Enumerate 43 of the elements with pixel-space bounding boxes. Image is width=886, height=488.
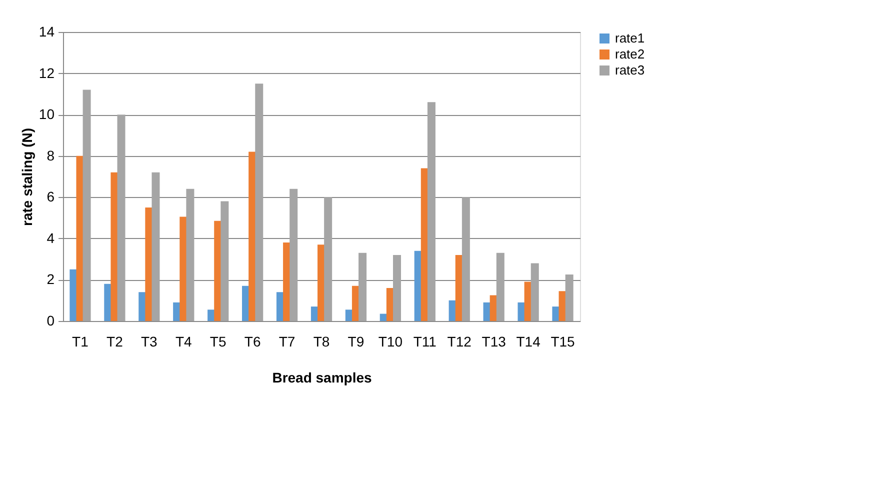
y-tick-label: 6 [46,188,55,205]
x-tick-label: T12 [447,334,472,350]
x-tick-label: T2 [106,334,124,350]
bar [220,201,229,321]
bar [565,274,574,321]
y-tick-label: 4 [46,230,55,246]
bar [427,102,436,321]
x-tick-label: T14 [516,334,541,350]
x-tick-label: T11 [413,334,437,350]
y-tick-label: 10 [38,106,55,122]
y-axis-title: rate staling (N) [18,128,35,226]
legend-label: rate3 [615,62,645,78]
x-tick-label: T4 [175,334,192,350]
bar [393,254,401,321]
x-tick-label: T13 [482,334,506,350]
bar [255,84,264,321]
x-tick-label: T10 [378,334,403,350]
y-tick-label: 14 [38,24,55,40]
x-axis-title: Bread samples [272,370,372,386]
x-tick-label: T5 [210,334,226,350]
x-tick-label: T15 [550,334,576,350]
bar [186,188,194,321]
legend-label: rate1 [615,30,645,46]
y-tick-label: 12 [38,64,55,81]
bar [530,263,539,321]
bar [462,197,470,321]
legend-label: rate2 [615,46,645,62]
bar [324,197,332,321]
bar [290,188,298,321]
bar [152,172,160,321]
x-tick-label: T1 [72,334,89,350]
x-tick-label: T6 [244,334,261,350]
x-tick-label: T9 [348,334,364,350]
bar [358,252,367,321]
y-tick-label: 8 [46,147,55,164]
y-tick-label: 2 [46,271,55,288]
bar [496,252,504,321]
x-tick-label: T3 [140,334,158,350]
bar [82,90,91,321]
x-tick-label: T8 [313,334,330,350]
y-tick-label: 0 [46,312,55,328]
bar [117,114,126,321]
x-tick-label: T7 [278,334,296,350]
